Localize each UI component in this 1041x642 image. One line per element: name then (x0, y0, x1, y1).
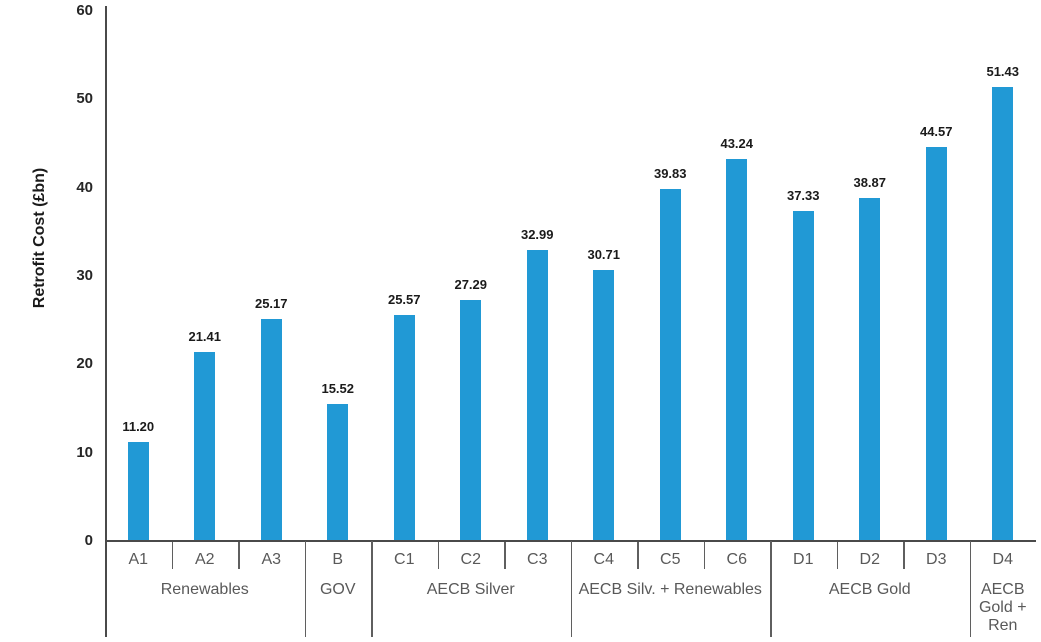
bar-value-label: 51.43 (986, 63, 1020, 79)
bar-value-label: 44.57 (919, 124, 953, 140)
bar-C2 (460, 299, 482, 541)
x-category-label-C1: C1 (394, 551, 415, 568)
bar-A2 (194, 351, 216, 541)
category-separator-tick (238, 542, 240, 569)
group-separator-line (371, 541, 373, 637)
x-category-label-C4: C4 (593, 551, 614, 568)
x-category-label-A1: A1 (128, 551, 149, 568)
bar-value-label: 39.83 (653, 166, 687, 182)
bar-C1 (393, 315, 415, 541)
bar-value-label: 38.87 (853, 174, 887, 190)
x-category-label-D2: D2 (859, 551, 880, 568)
bar-value-label: 37.33 (786, 188, 820, 204)
x-axis-line (105, 540, 1036, 542)
bar-C6 (726, 159, 748, 541)
y-tick-label: 30 (76, 267, 93, 284)
bar-D3 (925, 147, 947, 541)
x-category-label-A2: A2 (194, 551, 215, 568)
x-group-label-aecb-silver: AECB Silver (426, 581, 515, 598)
bar-value-label: 15.52 (321, 380, 355, 396)
bar-value-label: 25.57 (387, 292, 421, 308)
category-separator-tick (437, 542, 439, 569)
bar-value-label: 32.99 (520, 226, 554, 242)
category-separator-tick (836, 542, 838, 569)
y-tick-label: 60 (76, 2, 93, 19)
category-separator-tick (703, 542, 705, 569)
x-group-label-aecb-gold: AECB Gold (828, 581, 911, 598)
y-tick-label: 20 (76, 355, 93, 373)
y-axis-line (105, 6, 107, 637)
bar-A1 (127, 442, 149, 541)
group-separator-line (570, 541, 572, 637)
y-tick-label: 50 (76, 90, 93, 108)
bar-C3 (526, 249, 548, 541)
x-category-label-D3: D3 (926, 551, 947, 568)
x-category-label-D1: D1 (793, 551, 814, 568)
bar-B (327, 403, 349, 541)
group-separator-line (969, 541, 971, 637)
bar-value-label: 21.41 (188, 328, 222, 344)
group-separator-line (770, 541, 772, 637)
bar-A3 (260, 318, 282, 541)
x-category-label-A3: A3 (261, 551, 282, 568)
category-separator-tick (903, 542, 905, 569)
bar-value-label: 30.71 (587, 246, 621, 262)
y-tick-label: 40 (76, 178, 93, 196)
bar-value-label: 25.17 (254, 295, 288, 311)
x-category-label-C2: C2 (460, 551, 481, 568)
bar-D1 (792, 211, 814, 541)
group-separator-line (304, 541, 306, 637)
bar-D4 (992, 86, 1014, 541)
x-category-label-D4: D4 (992, 551, 1013, 568)
bar-C5 (659, 189, 681, 541)
bar-value-label: 27.29 (454, 276, 488, 292)
x-group-label-renewables: Renewables (160, 581, 249, 598)
x-group-label-gov: GOV (319, 581, 356, 598)
bar-value-label: 43.24 (720, 136, 754, 152)
bar-value-label: 11.20 (122, 419, 155, 435)
x-group-label-aecb-silv-renewables: AECB Silv. + Renewables (578, 581, 762, 598)
bar-C4 (593, 269, 615, 541)
x-group-label-aecb-gold-ren: AECB Gold + Ren (978, 581, 1027, 634)
category-separator-tick (171, 542, 173, 569)
bar-D2 (859, 197, 881, 541)
x-category-label-C3: C3 (527, 551, 548, 568)
x-category-label-C6: C6 (726, 551, 747, 568)
x-category-label-B: B (332, 551, 344, 568)
x-category-label-C5: C5 (660, 551, 681, 568)
y-tick-label: 10 (76, 443, 93, 461)
category-separator-tick (504, 542, 506, 569)
y-tick-label: 0 (84, 532, 93, 549)
category-separator-tick (637, 542, 639, 569)
